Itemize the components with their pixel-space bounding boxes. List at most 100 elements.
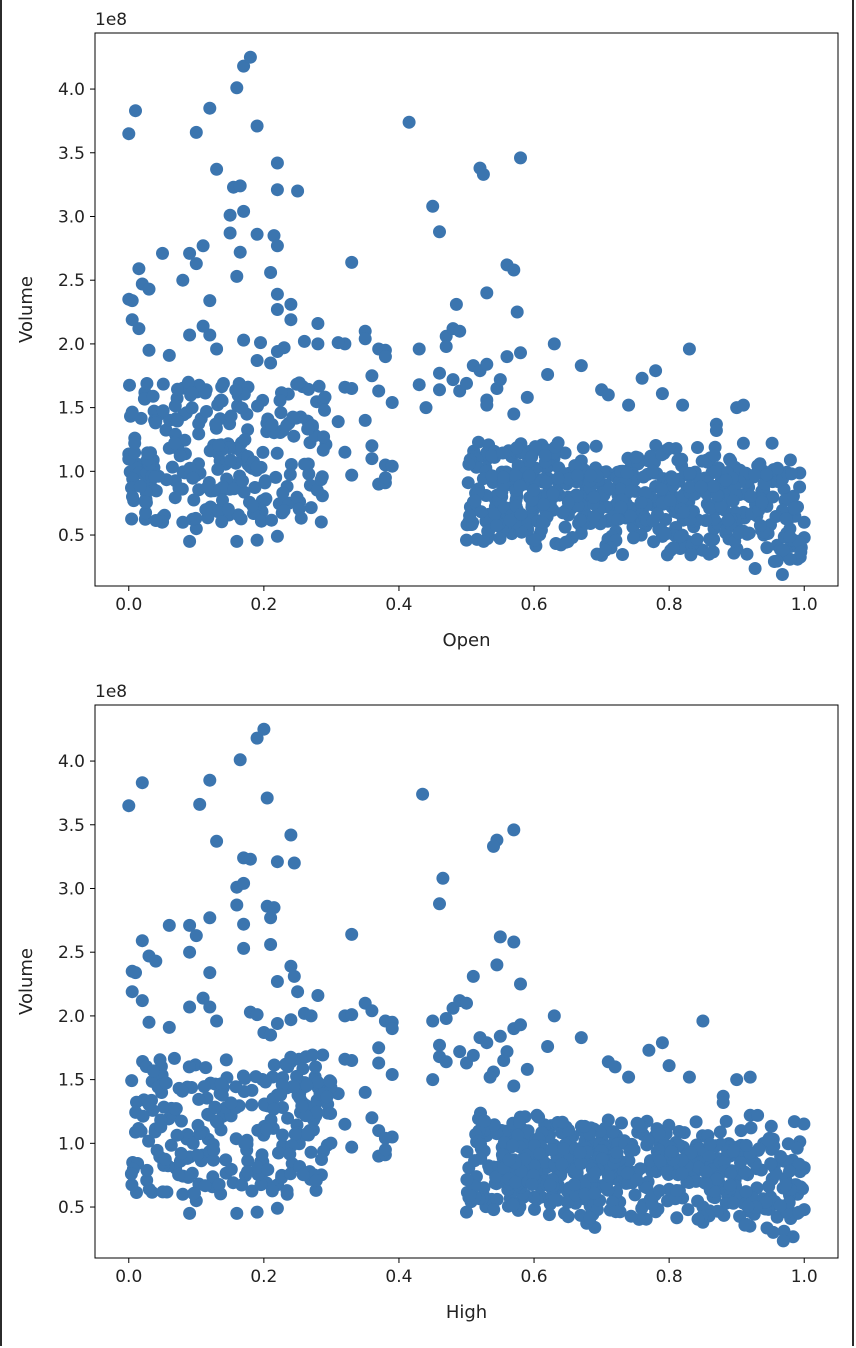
data-point (472, 435, 485, 449)
data-point (614, 482, 627, 496)
data-point (541, 368, 555, 381)
data-point (783, 530, 797, 543)
data-point (189, 257, 203, 271)
data-point (500, 350, 514, 364)
data-point (249, 1070, 263, 1084)
data-point (309, 1060, 322, 1074)
data-point (358, 332, 372, 346)
data-point (199, 503, 213, 517)
data-point (267, 1102, 281, 1116)
data-point (250, 227, 264, 241)
data-point (630, 1173, 644, 1187)
data-point (774, 1150, 788, 1163)
data-point (270, 156, 284, 170)
data-point (649, 364, 663, 378)
data-point (463, 1188, 477, 1202)
data-point (561, 1210, 575, 1224)
data-point (601, 388, 615, 402)
data-point (426, 199, 440, 213)
data-point (147, 1064, 160, 1078)
data-point (298, 457, 312, 471)
data-point (186, 1136, 200, 1150)
data-point (284, 297, 298, 311)
data-point (632, 1117, 646, 1131)
data-point (622, 1070, 636, 1084)
data-point (345, 927, 359, 941)
data-point (237, 876, 251, 890)
data-point (764, 1157, 778, 1171)
data-point (365, 1111, 379, 1125)
data-point (610, 1146, 624, 1160)
data-point (324, 1107, 338, 1120)
data-point (477, 534, 491, 548)
data-point (794, 545, 808, 559)
data-point (433, 225, 446, 239)
y-tick-label: 2.0 (58, 335, 85, 355)
data-point (192, 1092, 206, 1106)
data-point (125, 294, 139, 308)
data-point (132, 1122, 146, 1135)
data-point (633, 1162, 647, 1176)
data-point (365, 439, 379, 453)
data-point (609, 1205, 623, 1219)
data-point (149, 954, 163, 968)
data-point (587, 490, 601, 504)
data-point (559, 535, 573, 549)
data-point (736, 398, 750, 412)
data-point (187, 1187, 200, 1201)
data-point (372, 1056, 386, 1070)
data-point (792, 1157, 806, 1171)
data-point (487, 1203, 501, 1217)
data-point (716, 1096, 730, 1109)
data-point (775, 568, 789, 581)
data-point (178, 433, 192, 447)
data-point (426, 1014, 440, 1028)
data-point (176, 273, 190, 287)
data-point (153, 1053, 167, 1067)
data-point (223, 226, 237, 240)
data-point (527, 1159, 541, 1173)
data-point (338, 445, 352, 459)
data-point (608, 1060, 622, 1074)
data-point (318, 390, 332, 404)
data-point (250, 460, 264, 474)
x-tick-label: 0.2 (250, 595, 277, 615)
data-point (251, 1160, 265, 1174)
data-point (614, 500, 628, 514)
data-point (241, 1154, 255, 1168)
data-point (196, 239, 210, 253)
data-point (135, 994, 149, 1008)
data-point (139, 506, 153, 520)
data-point (311, 989, 325, 1002)
data-point (611, 513, 625, 526)
data-point (203, 328, 217, 342)
data-point (587, 510, 601, 524)
data-point (755, 495, 769, 509)
data-point (713, 1125, 727, 1139)
data-point (670, 1211, 684, 1225)
data-point (507, 407, 521, 421)
data-point (574, 1157, 588, 1171)
data-point (238, 1137, 252, 1151)
chart-1: 0.0 0.2 0.4 0.6 0.8 1.0 0.5 1.0 1.5 2.0 2.5 3.0 3.5 4… (16, 10, 839, 651)
data-point (237, 485, 251, 499)
data-point (741, 1200, 755, 1213)
data-point (243, 852, 257, 866)
data-point (221, 502, 235, 516)
data-point (653, 1184, 666, 1198)
data-point (634, 496, 648, 509)
data-point (270, 239, 284, 253)
data-point (638, 486, 652, 500)
data-point (439, 340, 453, 353)
data-point (125, 405, 139, 419)
data-point (233, 245, 247, 259)
y-tick-label: 1.5 (58, 1071, 85, 1091)
x-tick-label: 0.6 (521, 1267, 548, 1287)
data-point (412, 342, 426, 356)
data-point (156, 404, 170, 418)
data-point (365, 452, 379, 466)
data-point (449, 297, 463, 311)
data-point (317, 430, 331, 444)
data-point (433, 1038, 446, 1052)
data-point (248, 481, 262, 494)
